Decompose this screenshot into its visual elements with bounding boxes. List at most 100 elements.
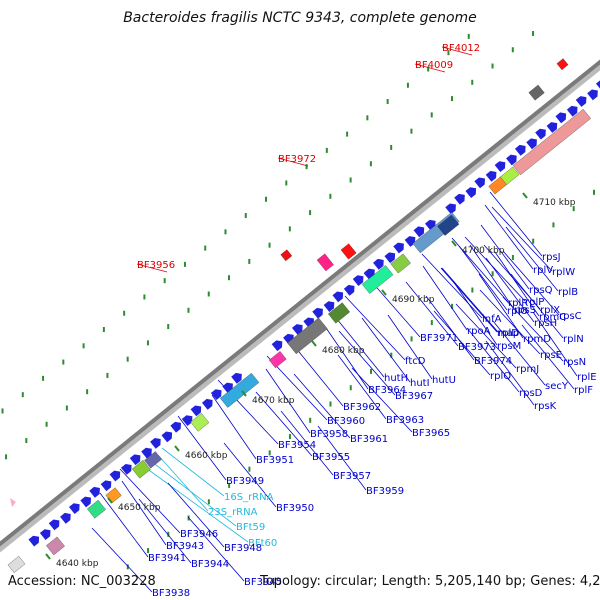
tick-mark: [174, 445, 180, 452]
gene-label: hutU: [432, 375, 456, 386]
gene-arrow: [291, 324, 303, 335]
leader-line: [505, 226, 559, 292]
gene-arrow: [190, 405, 202, 417]
guide-dot: [349, 385, 352, 391]
gene-label: rplW: [552, 267, 575, 278]
gene-arrow: [494, 161, 506, 173]
gene-label: BF3973: [458, 342, 496, 353]
highlight-label: BF3972: [278, 154, 316, 165]
guide-dot: [427, 66, 430, 72]
leader-line: [167, 482, 225, 548]
gene-arrow: [231, 372, 242, 384]
guide-dot: [430, 112, 433, 118]
guide-dot: [386, 99, 389, 105]
gene-label: rplX: [540, 305, 560, 316]
guide-dot: [329, 193, 332, 199]
leader-line: [405, 281, 459, 347]
leader-line: [502, 250, 560, 316]
gene-arrow: [181, 415, 193, 427]
gene-label: BF3957: [333, 471, 371, 482]
gene-label: BF3963: [386, 415, 424, 426]
gene-label: rpsJ: [542, 252, 561, 263]
leader-line: [458, 245, 508, 311]
leader-line: [425, 295, 475, 361]
leader-line: [351, 367, 413, 433]
gene-arrow: [535, 128, 546, 140]
gene-label: rpsC: [559, 311, 582, 322]
leader-line: [441, 267, 499, 333]
dotted-guides: [1, 30, 595, 570]
guide-dot: [285, 180, 288, 186]
gene-arrow: [587, 89, 598, 101]
guide-dot: [532, 238, 535, 244]
guide-dot: [309, 417, 312, 423]
gene-label: BF3965: [412, 428, 450, 439]
gene-arrow: [384, 252, 396, 264]
leader-line: [469, 244, 515, 310]
gene-arrow: [210, 389, 222, 401]
gene-block: [46, 536, 65, 556]
gene-label: map: [497, 328, 519, 339]
highlight-gene-block: [316, 253, 334, 272]
leader-line: [492, 320, 546, 386]
genome-summary-text: Topology: circular; Length: 5,205,140 bp…: [260, 574, 600, 589]
highlight-gene-block: [280, 249, 293, 262]
guide-dot: [25, 438, 28, 444]
gene-arrow: [566, 105, 578, 117]
gene-block: [7, 555, 26, 573]
guide-dot: [146, 340, 149, 346]
guide-dot: [248, 466, 251, 472]
gene-label: BF3971: [420, 333, 458, 344]
guide-dot: [143, 294, 146, 300]
gene-arrow: [575, 96, 587, 107]
leader-line: [489, 191, 543, 257]
guide-dot: [228, 482, 231, 488]
guide-dot: [552, 222, 555, 228]
guide-dot: [82, 343, 85, 349]
guide-dot: [86, 389, 89, 395]
guide-dot: [349, 177, 352, 183]
leader-line: [211, 394, 257, 460]
gene-label: BF3961: [350, 434, 388, 445]
gene-label: BF3941: [148, 553, 186, 564]
gene-arrow: [89, 486, 100, 498]
gene-label: BF3964: [368, 385, 406, 396]
leader-line: [136, 263, 168, 273]
gene-label: BF3958: [310, 429, 348, 440]
gene-arrow: [465, 187, 477, 199]
edge-marker: [10, 498, 16, 507]
gene-arrow: [68, 503, 80, 515]
leader-line: [344, 295, 406, 361]
guide-dot: [62, 359, 65, 365]
gene-block: [220, 372, 260, 408]
tick-label: 4640 kbp: [56, 559, 99, 569]
guide-dot: [370, 368, 373, 374]
gene-block: [500, 166, 520, 185]
guide-dot: [329, 401, 332, 407]
leader-line: [323, 324, 369, 390]
gene-label: rpsS: [514, 305, 536, 316]
gene-arrow: [271, 340, 283, 352]
guide-dot: [207, 499, 210, 505]
gene-block: [512, 108, 591, 176]
gene-arrow: [343, 284, 355, 296]
guide-dot: [167, 531, 170, 537]
guide-dot: [447, 50, 450, 56]
leader-line: [145, 467, 249, 543]
gene-label: rpmC: [539, 312, 566, 323]
gene-label: infA: [482, 314, 502, 325]
gene-label: rplB: [558, 287, 578, 298]
guide-dot: [511, 47, 514, 53]
gene-label: rpoA: [467, 326, 491, 337]
gene-arrow: [100, 480, 112, 492]
gene-block: [87, 499, 106, 519]
leader-line: [187, 516, 245, 582]
gene-label: BF3959: [366, 486, 404, 497]
leader-line: [361, 317, 411, 383]
guide-dot: [410, 336, 413, 342]
guide-dot: [163, 278, 166, 284]
leader-line: [265, 368, 311, 434]
guide-dot: [147, 548, 150, 554]
